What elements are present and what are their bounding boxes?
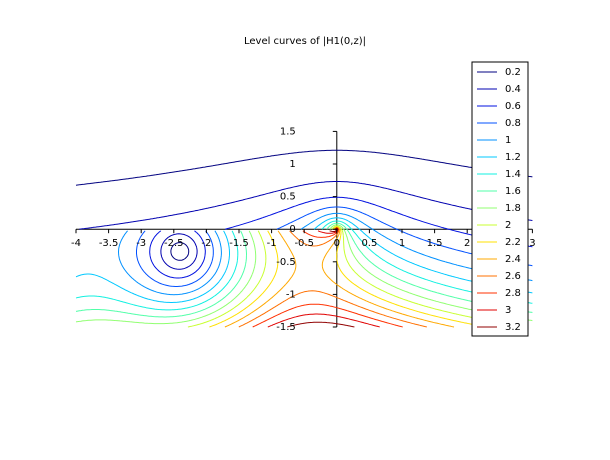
legend-label: 2.4 bbox=[505, 254, 521, 265]
legend-label: 2.2 bbox=[505, 237, 521, 248]
legend-label: 0.4 bbox=[505, 84, 521, 95]
y-tick-label: -1.5 bbox=[276, 322, 296, 333]
x-tick-label: -2.5 bbox=[164, 238, 184, 249]
legend-box bbox=[471, 61, 529, 337]
x-tick-label: 1.5 bbox=[427, 238, 443, 249]
x-tick-label: -1.5 bbox=[229, 238, 249, 249]
y-tick-label: -1 bbox=[286, 289, 296, 300]
x-tick-label: -3.5 bbox=[99, 238, 119, 249]
legend-label: 1.2 bbox=[505, 152, 521, 163]
legend-label: 2.8 bbox=[505, 288, 521, 299]
x-tick-label: 3 bbox=[529, 238, 535, 249]
legend-label: 1.6 bbox=[505, 186, 521, 197]
legend-label: 1.8 bbox=[505, 203, 521, 214]
x-tick-label: -3 bbox=[136, 238, 146, 249]
x-tick-label: 1 bbox=[399, 238, 405, 249]
x-tick-label: 0 bbox=[334, 238, 340, 249]
contour-line bbox=[224, 227, 455, 328]
legend-label: 1.4 bbox=[505, 169, 521, 180]
contour-line bbox=[75, 220, 533, 311]
legend-label: 3 bbox=[505, 305, 511, 316]
contour-line bbox=[209, 226, 487, 328]
x-tick-label: 2 bbox=[464, 238, 470, 249]
contour-line bbox=[287, 227, 355, 328]
x-tick-label: -0.5 bbox=[294, 238, 314, 249]
x-tick-label: -2 bbox=[201, 238, 211, 249]
legend-label: 0.2 bbox=[505, 67, 521, 78]
y-tick-label: 0 bbox=[289, 224, 295, 235]
legend-label: 1 bbox=[505, 135, 511, 146]
chart-title: Level curves of |H1(0,z)| bbox=[244, 36, 366, 47]
y-tick-label: 0.5 bbox=[280, 192, 296, 203]
y-tick-label: 1 bbox=[289, 159, 295, 170]
contour-line bbox=[238, 227, 427, 328]
x-tick-label: -4 bbox=[71, 238, 81, 249]
legend-label: 0.6 bbox=[505, 101, 521, 112]
y-tick-label: 1.5 bbox=[280, 126, 296, 137]
legend-label: 2 bbox=[505, 220, 511, 231]
x-tick-label: -1 bbox=[267, 238, 277, 249]
legend-label: 2.6 bbox=[505, 271, 521, 282]
x-tick-label: 0.5 bbox=[361, 238, 377, 249]
legend-label: 0.8 bbox=[505, 118, 521, 129]
contour-line bbox=[79, 181, 533, 270]
legend-label: 3.2 bbox=[505, 322, 521, 333]
y-tick-label: -0.5 bbox=[276, 257, 296, 268]
